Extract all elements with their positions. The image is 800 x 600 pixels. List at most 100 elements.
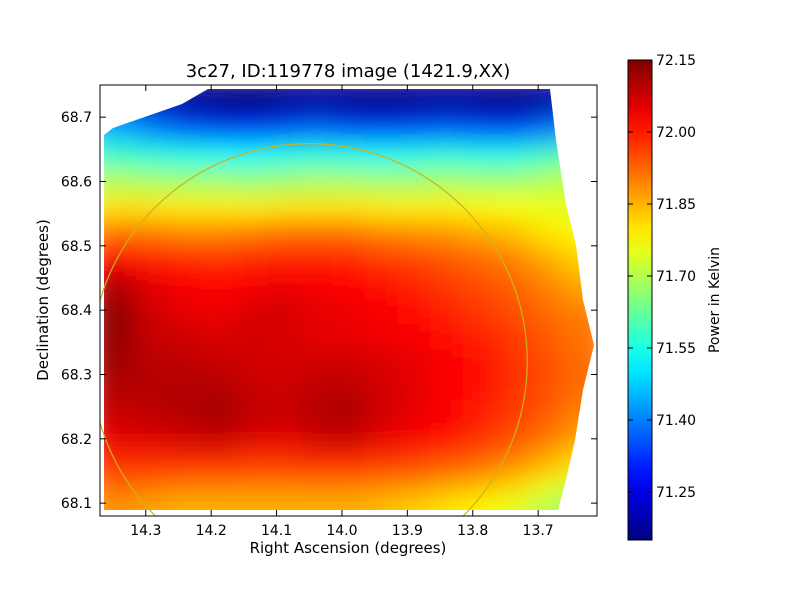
heatmap-cell (266, 168, 301, 196)
heatmap-cell (430, 374, 464, 402)
heatmap-cell (528, 142, 563, 170)
heatmap-cell (462, 400, 497, 427)
x-tick-label: 13.8 (457, 523, 488, 539)
heatmap-cell (168, 271, 203, 299)
heatmap-cell (364, 194, 399, 222)
heatmap-cell (266, 245, 301, 273)
heatmap-cell (168, 348, 203, 376)
heatmap-cell (234, 348, 268, 376)
heatmap-cell (104, 142, 137, 170)
heatmap-cell (104, 168, 137, 196)
heatmap-cell (397, 348, 432, 376)
heatmap-cell (495, 194, 530, 222)
heatmap-cell (430, 323, 464, 350)
x-tick-label: 14.2 (196, 523, 227, 539)
heatmap-cell (299, 297, 334, 325)
heatmap-cell (462, 374, 497, 402)
heatmap-cell (135, 496, 170, 510)
heatmap-cell (364, 496, 399, 510)
heatmap-cell (528, 400, 563, 427)
heatmap-cell (364, 348, 399, 376)
heatmap-cell (266, 271, 301, 299)
heatmap-cell (299, 425, 334, 453)
heatmap-cell (397, 142, 432, 170)
heatmap-cell (299, 271, 334, 299)
heatmap-cell (168, 400, 203, 427)
heatmap-cell (430, 348, 464, 376)
colorbar-tick-label: 71.70 (656, 269, 696, 285)
heatmap-cell (266, 220, 301, 247)
heatmap-cell (266, 425, 301, 453)
y-tick-label: 68.2 (61, 432, 92, 448)
heatmap-cell (495, 142, 530, 170)
heatmap-cell (495, 323, 530, 350)
heatmap-cell (135, 348, 170, 376)
heatmap-cell (397, 323, 432, 350)
y-axis: 68.1 68.2 68.3 68.4 68.5 68.6 68.7 (61, 110, 597, 512)
x-axis: 14.3 14.2 14.1 14.0 13.9 13.8 13.7 (130, 85, 554, 539)
heatmap-cell (430, 168, 464, 196)
plot-frame (99, 84, 598, 517)
heatmap-cell (299, 400, 334, 427)
heatmap-cell (135, 451, 170, 479)
heatmap-cell (364, 245, 399, 273)
heatmap-cell (266, 297, 301, 325)
heatmap-cell (201, 89, 236, 119)
heatmap-cell (495, 245, 530, 273)
heatmap-cell (201, 425, 236, 453)
heatmap-cell (201, 451, 236, 479)
heatmap-cell (528, 271, 563, 299)
heatmap-cell (234, 168, 268, 196)
heatmap-cell (332, 425, 366, 453)
heatmap-cell (495, 271, 530, 299)
heatmap-cell (104, 323, 137, 350)
heatmap-cell (234, 297, 268, 325)
heatmap-cell (462, 297, 497, 325)
heatmap-cell (266, 496, 301, 510)
heatmap-cell (104, 374, 137, 402)
heatmap-cell (135, 400, 170, 427)
heatmap-cell (299, 374, 334, 402)
heatmap-cell (332, 297, 366, 325)
heatmap-cell (266, 142, 301, 170)
heatmap-cell (201, 400, 236, 427)
heatmap-cell (397, 297, 432, 325)
heatmap-cell (201, 323, 236, 350)
heatmap-cell (364, 400, 399, 427)
heatmap-cell (495, 168, 530, 196)
heatmap-cell (201, 374, 236, 402)
heatmap-cell (462, 89, 497, 119)
x-tick-label: 14.1 (261, 523, 292, 539)
heatmap-cell (495, 89, 530, 119)
heatmap-cell (397, 451, 432, 479)
y-tick-label: 68.7 (61, 110, 92, 126)
heatmap-cell (135, 245, 170, 273)
heatmap-cell (332, 348, 366, 376)
heatmap-cell (430, 400, 464, 427)
heatmap-cell (168, 374, 203, 402)
heatmap-cell (201, 220, 236, 247)
heatmap-cell (135, 271, 170, 299)
heatmap-cell (234, 425, 268, 453)
heatmap-cell (528, 374, 563, 402)
heatmap-cell (266, 451, 301, 479)
heatmap-cell (168, 194, 203, 222)
heatmap-cell (332, 496, 366, 510)
heatmap-cell (104, 271, 137, 299)
x-tick-label: 13.7 (523, 523, 554, 539)
heatmap-cell (397, 168, 432, 196)
heatmap-cell (462, 220, 497, 247)
colorbar-tick-label: 71.40 (656, 413, 696, 429)
y-tick-label: 68.6 (61, 174, 92, 190)
heatmap-cell (397, 117, 432, 144)
heatmap-cell (266, 89, 301, 119)
heatmap-cell (201, 297, 236, 325)
heatmap-cell (332, 168, 366, 196)
heatmap-cell (332, 220, 366, 247)
heatmap-cell (135, 168, 170, 196)
heatmap-cell (234, 245, 268, 273)
heatmap-cell (299, 89, 334, 119)
heatmap-cell (528, 297, 563, 325)
heatmap-cells (104, 89, 594, 510)
heatmap-cell (332, 271, 366, 299)
